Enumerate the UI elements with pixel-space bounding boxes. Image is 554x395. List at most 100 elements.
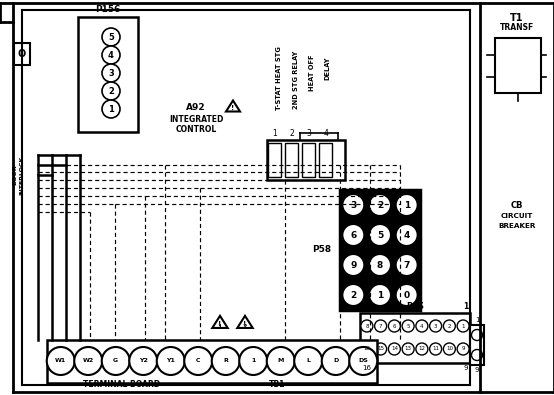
Text: O: O (18, 49, 26, 59)
Circle shape (129, 347, 157, 375)
Text: 2ND STG RELAY: 2ND STG RELAY (293, 51, 299, 109)
Text: 6: 6 (393, 324, 396, 329)
Circle shape (471, 329, 483, 340)
Text: DELAY: DELAY (324, 56, 330, 80)
Text: TRANSF: TRANSF (500, 23, 534, 32)
Text: DS: DS (358, 359, 368, 363)
Circle shape (471, 350, 483, 361)
Text: Y2: Y2 (139, 359, 148, 363)
Circle shape (102, 64, 120, 82)
Text: CIRCUIT: CIRCUIT (501, 213, 533, 219)
Text: 9: 9 (350, 260, 357, 269)
Bar (47, 340, 377, 383)
Text: 1: 1 (377, 290, 383, 299)
Text: W1: W1 (55, 359, 66, 363)
Text: 1: 1 (461, 324, 465, 329)
Circle shape (396, 284, 418, 306)
Text: T-STAT HEAT STG: T-STAT HEAT STG (276, 46, 282, 110)
Text: 8: 8 (377, 260, 383, 269)
Circle shape (102, 28, 120, 46)
Circle shape (47, 347, 75, 375)
Text: T1: T1 (510, 13, 524, 23)
Text: 9: 9 (461, 346, 465, 352)
Text: 9: 9 (475, 367, 479, 373)
Text: TB1: TB1 (269, 380, 285, 389)
Bar (340, 190, 420, 310)
Text: 3: 3 (434, 324, 437, 329)
Bar (495, 38, 541, 93)
Circle shape (402, 320, 414, 332)
Circle shape (266, 347, 295, 375)
Text: A92: A92 (186, 102, 206, 111)
Text: 7: 7 (403, 260, 410, 269)
Text: 9: 9 (464, 365, 468, 371)
Text: 3: 3 (350, 201, 356, 209)
Circle shape (102, 347, 130, 375)
Text: 0: 0 (404, 290, 410, 299)
Circle shape (369, 284, 391, 306)
Circle shape (375, 320, 387, 332)
Circle shape (457, 320, 469, 332)
Circle shape (322, 347, 350, 375)
Text: 10: 10 (446, 346, 453, 352)
Text: 1: 1 (108, 105, 114, 113)
Text: 1: 1 (251, 359, 255, 363)
Bar (302, 143, 315, 177)
Text: P46: P46 (406, 302, 424, 311)
Text: 1: 1 (218, 325, 222, 329)
Text: DOOR
INTERLOCK: DOOR INTERLOCK (12, 155, 24, 195)
Text: M: M (278, 359, 284, 363)
Text: 2: 2 (108, 87, 114, 96)
Circle shape (102, 82, 120, 100)
Bar (360, 313, 470, 363)
Circle shape (74, 347, 102, 375)
Text: CONTROL: CONTROL (176, 126, 217, 135)
Text: R: R (223, 359, 228, 363)
Circle shape (416, 343, 428, 355)
Circle shape (443, 343, 455, 355)
Circle shape (396, 224, 418, 246)
Circle shape (342, 224, 365, 246)
Circle shape (369, 194, 391, 216)
Circle shape (102, 100, 120, 118)
Circle shape (342, 194, 365, 216)
Text: 5: 5 (108, 32, 114, 41)
Text: 14: 14 (391, 346, 398, 352)
Bar (268, 143, 281, 177)
Text: !: ! (232, 105, 235, 111)
Circle shape (294, 347, 322, 375)
Circle shape (429, 320, 442, 332)
Text: TERMINAL BOARD: TERMINAL BOARD (84, 380, 161, 389)
Circle shape (361, 320, 373, 332)
Text: L: L (306, 359, 310, 363)
Circle shape (429, 343, 442, 355)
Circle shape (375, 343, 387, 355)
Bar (319, 143, 332, 177)
Text: 5: 5 (377, 231, 383, 239)
Text: 4: 4 (403, 231, 410, 239)
Text: D: D (333, 359, 338, 363)
Text: BREAKER: BREAKER (498, 223, 536, 229)
Text: P58: P58 (312, 246, 331, 254)
Circle shape (396, 254, 418, 276)
Text: Y1: Y1 (166, 359, 175, 363)
Text: 2: 2 (290, 129, 294, 138)
Text: 1: 1 (403, 201, 410, 209)
Circle shape (184, 347, 212, 375)
Text: 2: 2 (243, 325, 247, 329)
Text: 8: 8 (362, 302, 367, 311)
Text: 13: 13 (404, 346, 412, 352)
Text: !: ! (218, 321, 222, 327)
Bar (470, 325, 484, 365)
Text: HEAT OFF: HEAT OFF (309, 55, 315, 91)
Text: 1: 1 (273, 129, 278, 138)
Text: 2: 2 (377, 201, 383, 209)
Text: 6: 6 (350, 231, 356, 239)
Text: 11: 11 (432, 346, 439, 352)
Text: 4: 4 (324, 129, 329, 138)
Text: 8: 8 (365, 324, 368, 329)
Bar (285, 143, 298, 177)
Text: 2: 2 (448, 324, 451, 329)
Text: 3: 3 (306, 129, 311, 138)
Circle shape (443, 320, 455, 332)
